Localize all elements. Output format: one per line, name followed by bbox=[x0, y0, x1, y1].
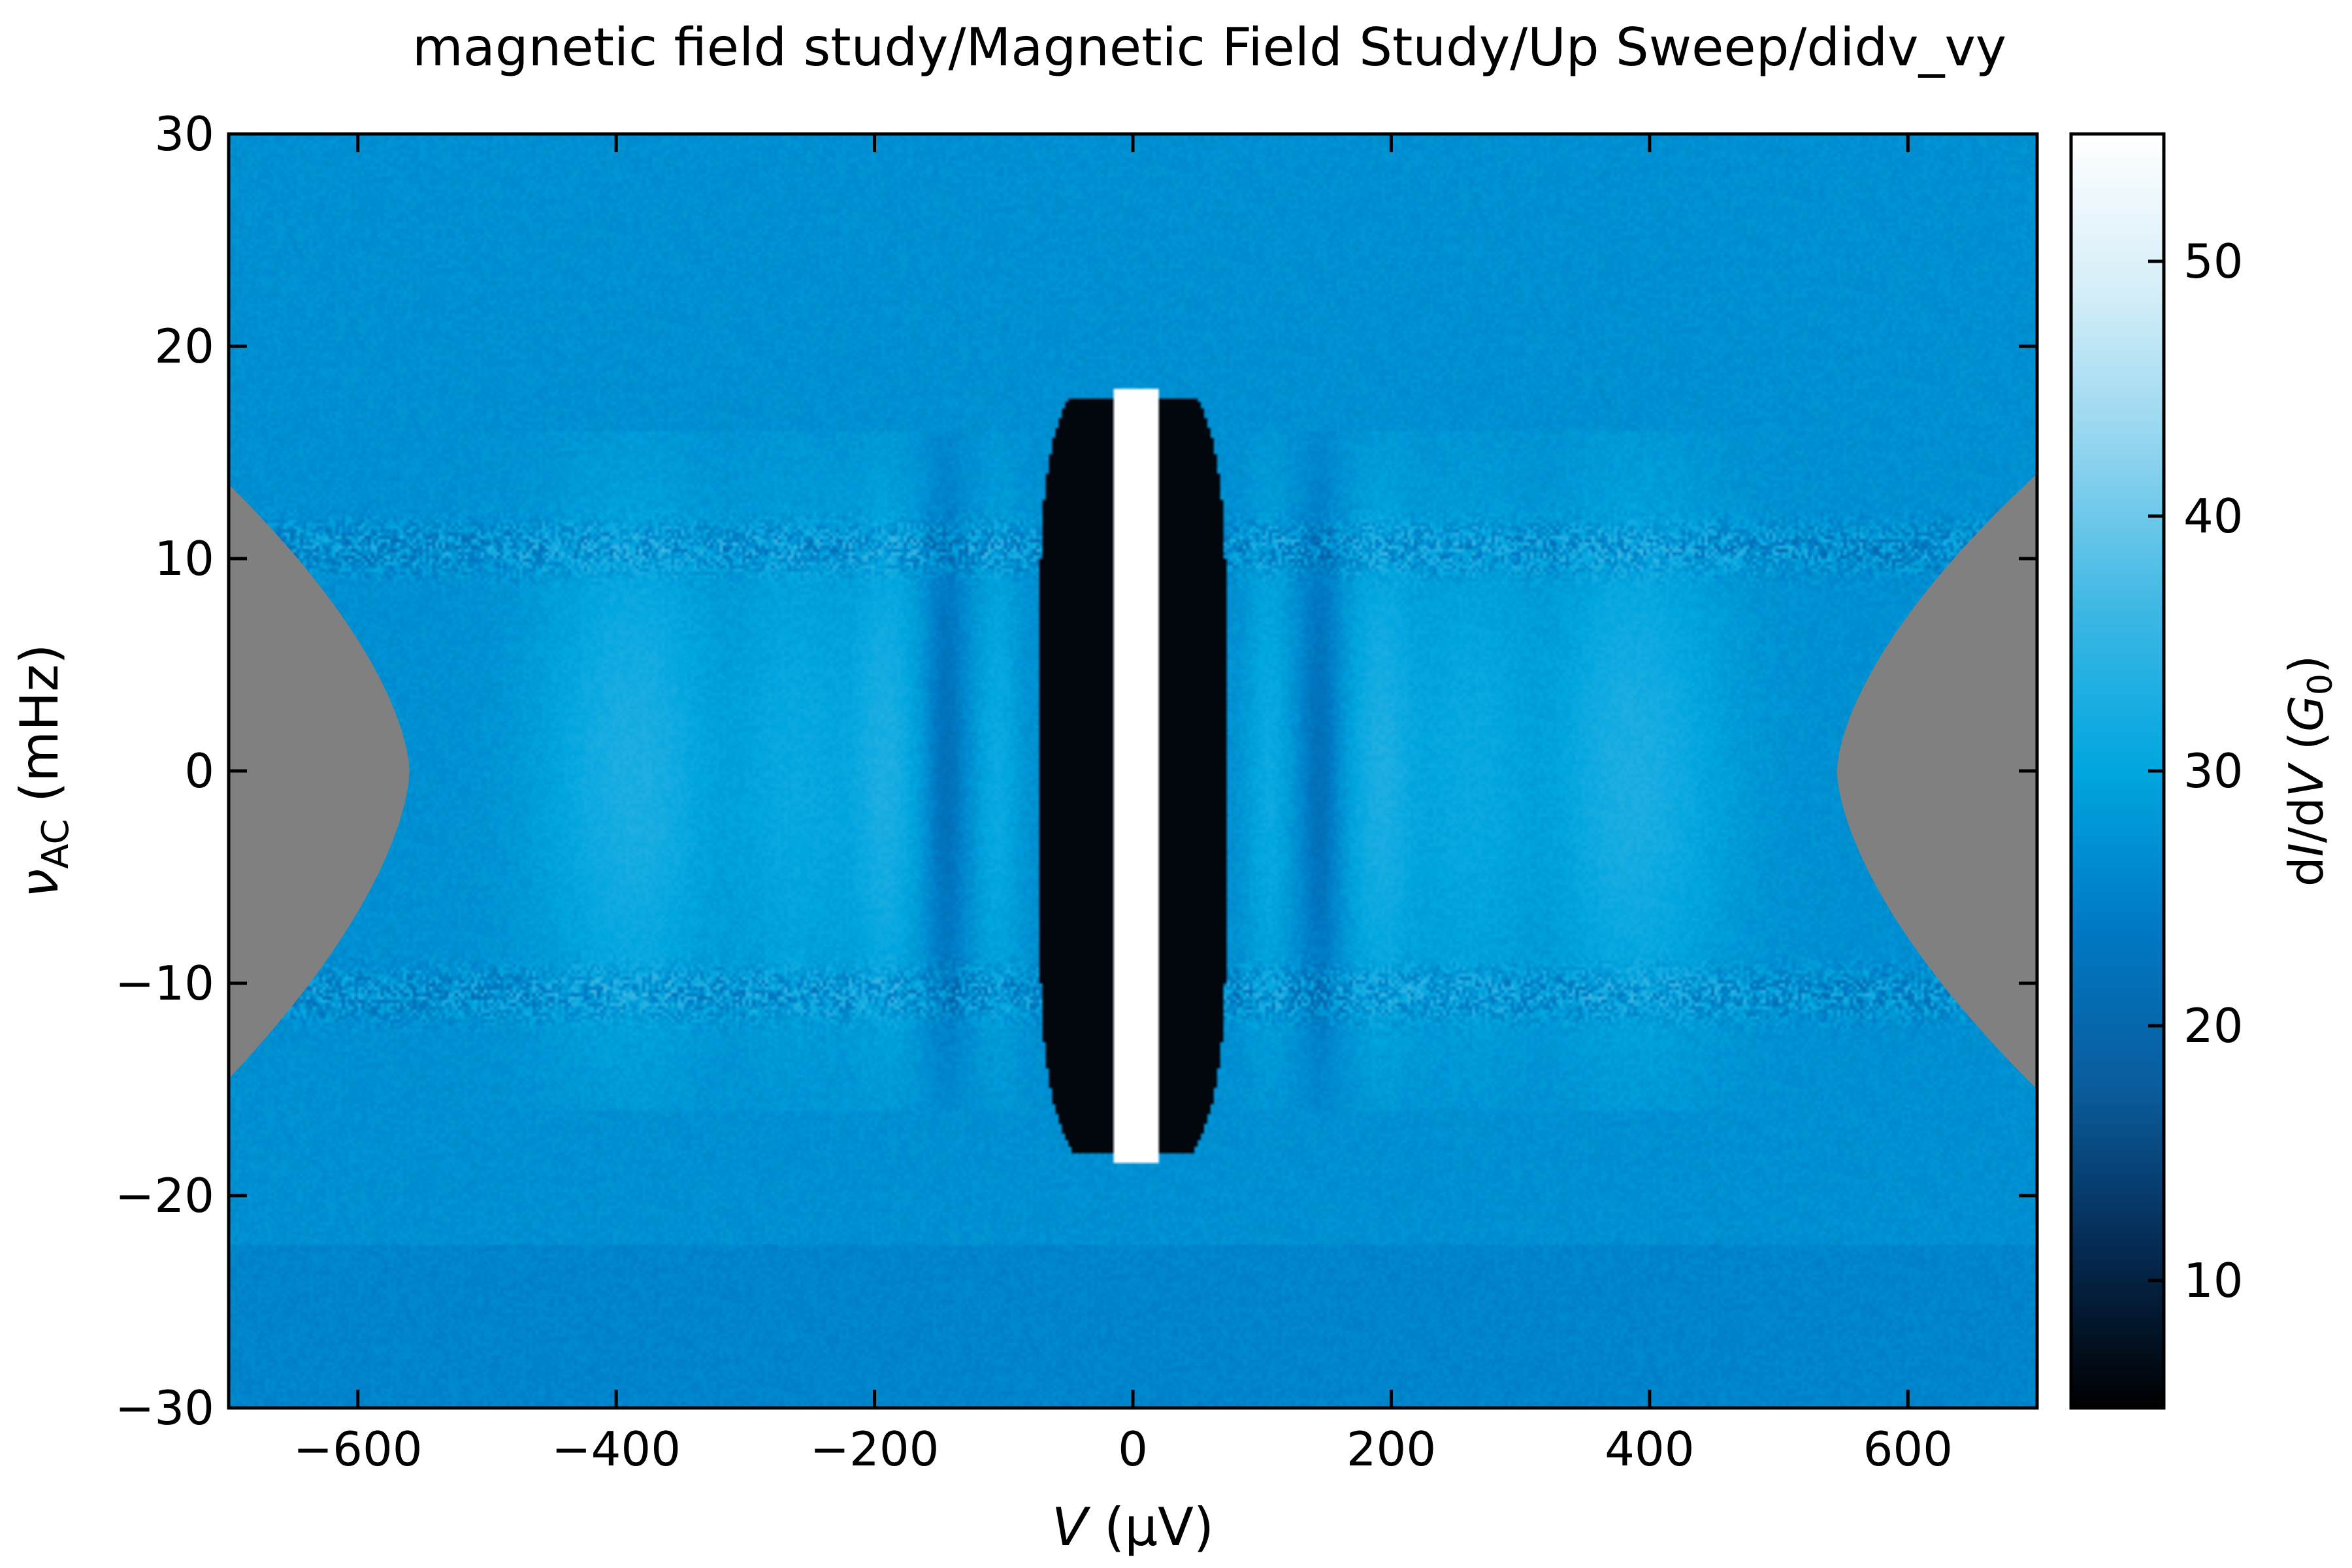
x-axis-label: V (µV) bbox=[1052, 1497, 1214, 1558]
colorbar-tick-label: 40 bbox=[2183, 489, 2244, 544]
masked-region-right bbox=[1837, 474, 2037, 1090]
chart-title: magnetic field study/Magnetic Field Stud… bbox=[412, 17, 2006, 78]
heatmap-image bbox=[229, 134, 2037, 1408]
heatmap-plot-area: −600 −400 −200 0 200 400 600 −30 −20 −10 0 10 20 30 bbox=[115, 106, 2039, 1477]
x-tick-label: 200 bbox=[1347, 1422, 1436, 1477]
x-axis-label-unit: (µV) bbox=[1088, 1497, 1214, 1558]
plot-frame bbox=[227, 132, 2039, 1410]
y-axis-label-symbol: ν bbox=[9, 869, 70, 898]
y-axis-label-unit: (mHz) bbox=[9, 644, 70, 819]
y-tick-label: 0 bbox=[184, 743, 214, 798]
y-axis-label: νAC (mHz) bbox=[9, 644, 77, 898]
colorbar: 10 20 30 40 50 bbox=[2069, 132, 2244, 1410]
masked-region-left bbox=[229, 484, 410, 1079]
y-axis-label-subscript: AC bbox=[35, 819, 77, 868]
x-tick-label: 400 bbox=[1605, 1422, 1694, 1477]
x-tick-label: 0 bbox=[1118, 1422, 1148, 1477]
colorbar-tick-label: 50 bbox=[2183, 234, 2244, 289]
x-axis-label-var: V bbox=[1052, 1497, 1091, 1558]
y-tick-label: −20 bbox=[115, 1168, 214, 1223]
x-tick-label: 600 bbox=[1863, 1422, 1953, 1477]
colorbar-ticks: 10 20 30 40 50 bbox=[2148, 234, 2244, 1308]
x-tick-label: −600 bbox=[293, 1422, 423, 1477]
x-tick-label: −200 bbox=[810, 1422, 939, 1477]
y-tick-label: 20 bbox=[154, 319, 214, 374]
y-tick-label: 10 bbox=[154, 531, 214, 586]
y-tick-label: 30 bbox=[154, 106, 214, 161]
colorbar-label: dI/dV (G0) bbox=[2279, 655, 2340, 887]
x-axis: −600 −400 −200 0 200 400 600 bbox=[293, 134, 1953, 1477]
colorbar-tick-label: 10 bbox=[2183, 1253, 2244, 1308]
colorbar-frame bbox=[2069, 132, 2166, 1410]
colorbar-tick-label: 30 bbox=[2183, 743, 2244, 798]
y-tick-label: −30 bbox=[115, 1380, 214, 1435]
y-axis: −30 −20 −10 0 10 20 30 bbox=[115, 106, 2037, 1435]
x-tick-label: −400 bbox=[551, 1422, 681, 1477]
y-tick-label: −10 bbox=[115, 956, 214, 1011]
colorbar-tick-label: 20 bbox=[2183, 998, 2244, 1053]
